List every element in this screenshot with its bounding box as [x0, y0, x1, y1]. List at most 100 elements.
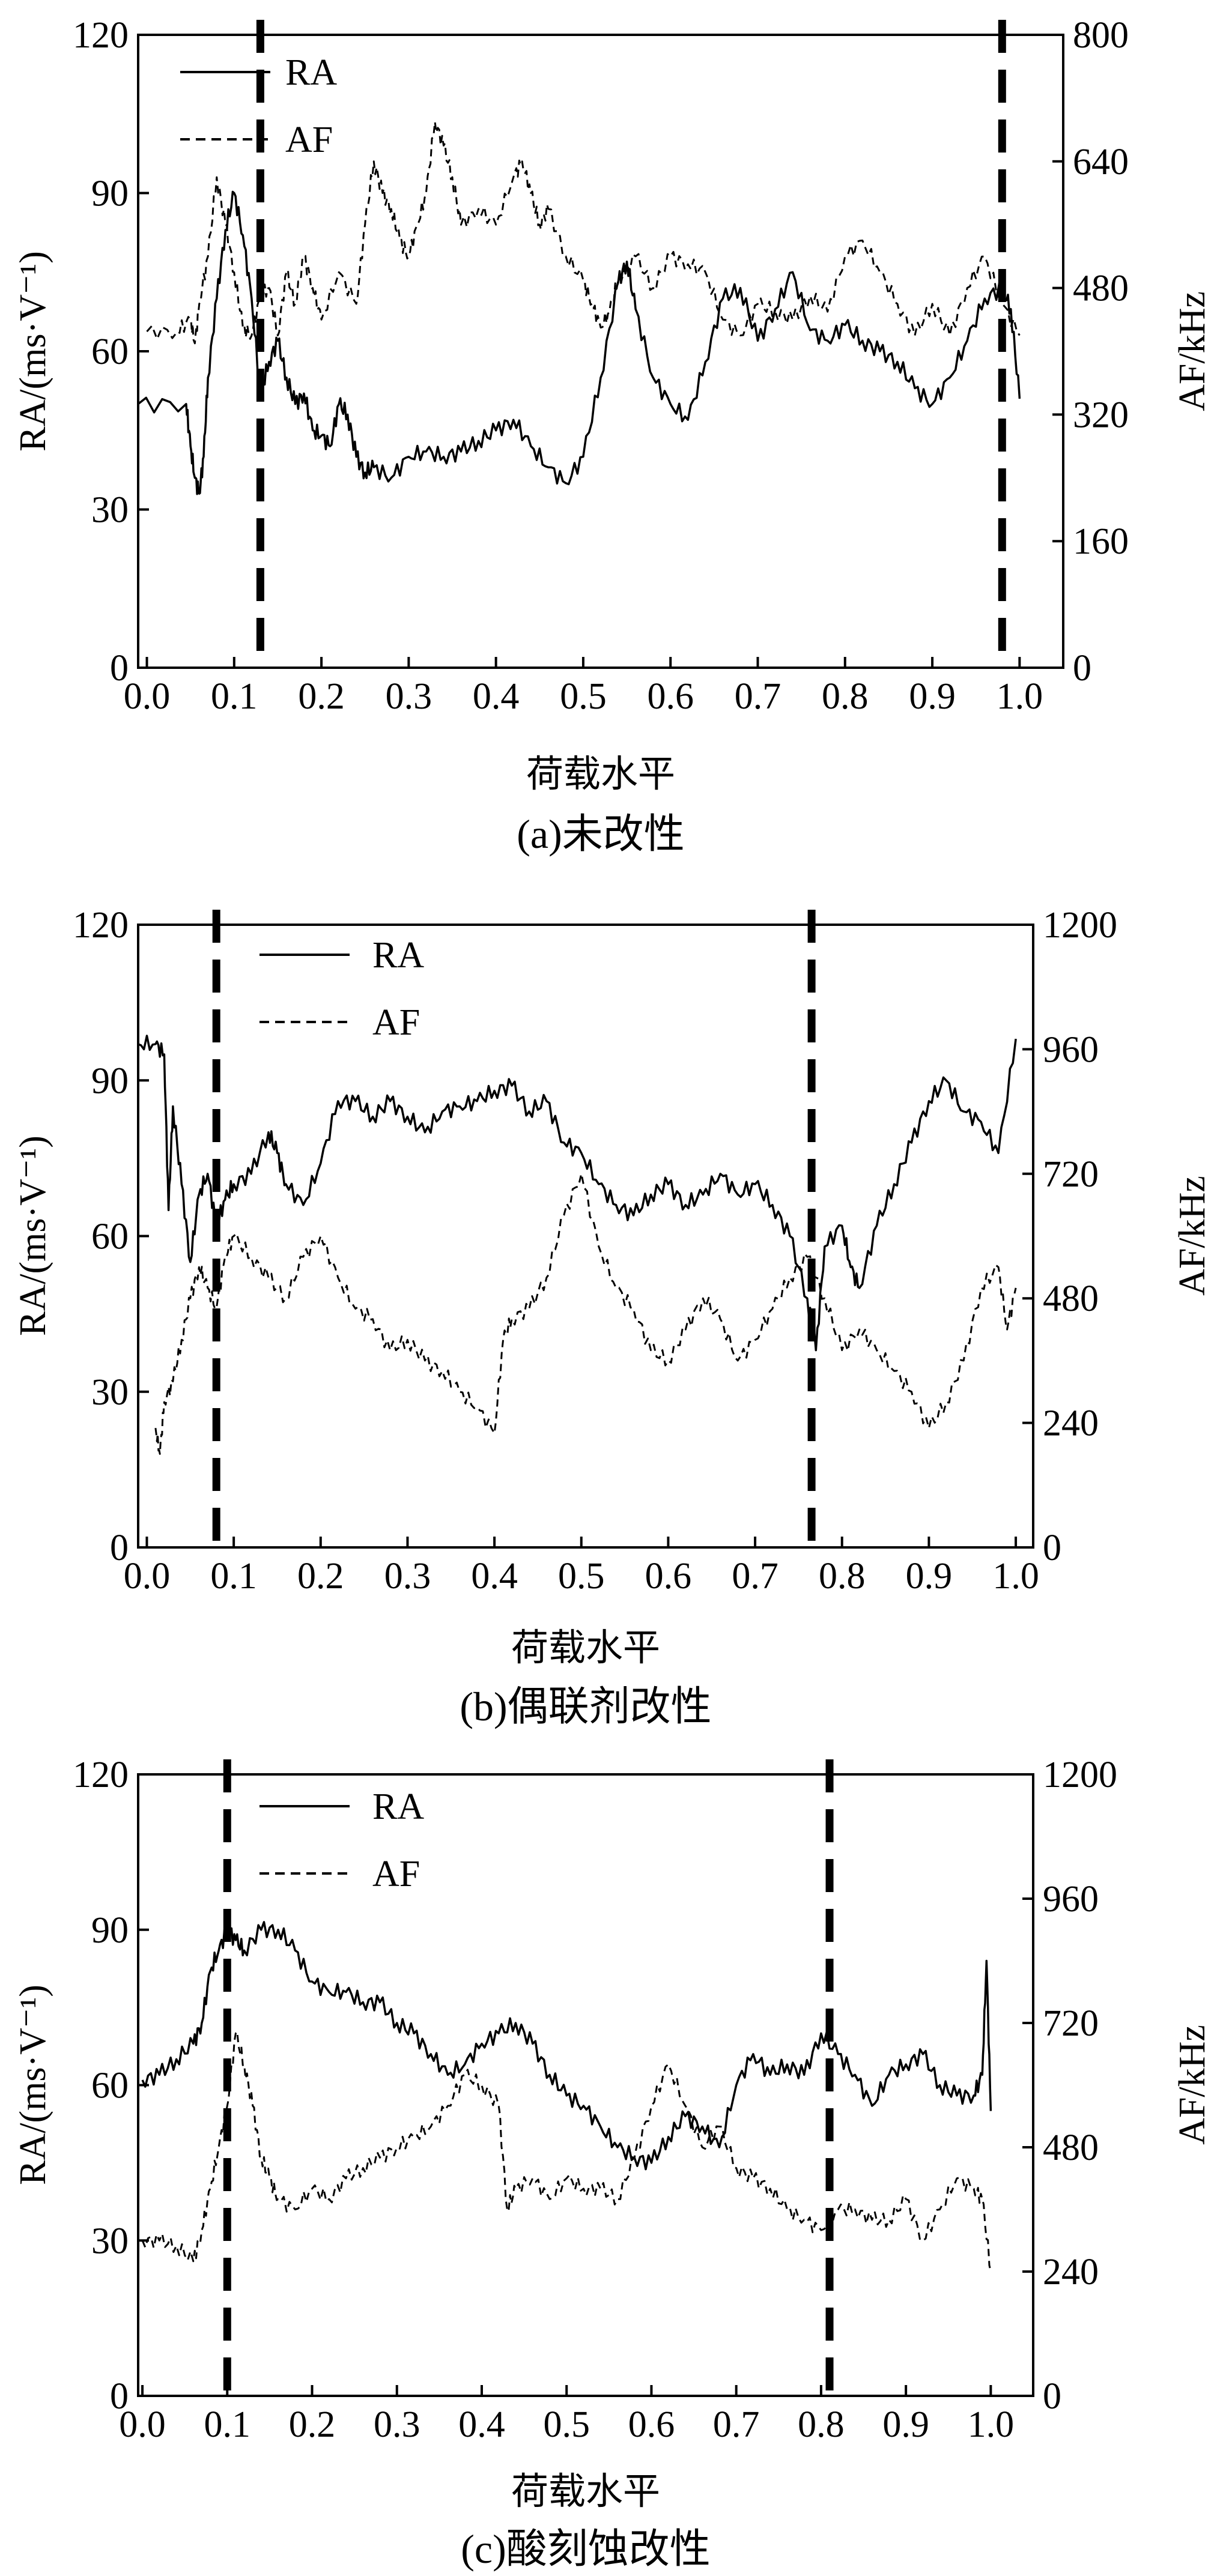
- vertical-dashed-markers: [256, 20, 1006, 668]
- x-tick-label: 0.0: [124, 676, 171, 717]
- legend: RA AF: [259, 935, 424, 1043]
- legend: RA AF: [180, 52, 337, 160]
- series-lines: [138, 1035, 1017, 1455]
- x-tick-label: 0.3: [374, 2404, 420, 2445]
- y2-tick-label: 480: [1073, 268, 1129, 309]
- x-tick-label: 0.8: [822, 676, 869, 717]
- x-tick-label: 0.2: [297, 1556, 344, 1597]
- y2-tick-label: 320: [1073, 395, 1129, 435]
- y-tick-label: 120: [73, 15, 129, 56]
- y2-tick-label: 480: [1043, 1278, 1099, 1319]
- x-tick-label: 0.7: [713, 2404, 760, 2445]
- x-tick-label: 0.1: [211, 676, 258, 717]
- y2-tick-label: 640: [1073, 142, 1129, 183]
- vertical-dashed-markers: [212, 910, 816, 1547]
- x-tick-label: 0.5: [558, 1556, 605, 1597]
- legend: RA AF: [259, 1786, 424, 1894]
- y2-tick-label: 960: [1043, 1879, 1099, 1920]
- legend-af-label: AF: [372, 1002, 420, 1043]
- x-tick-label: 0.6: [645, 1556, 692, 1597]
- tick-marks: [138, 1773, 1033, 2397]
- x-tick-label: 0.0: [119, 2404, 166, 2445]
- series-line-af: [141, 2031, 992, 2272]
- legend-af-label: AF: [285, 119, 333, 160]
- x-tick-labels: 0.0 0.1 0.2 0.3 0.4 0.5 0.6 0.7 0.8 0.9 1.0: [124, 1556, 1039, 1597]
- legend-ra-label: RA: [372, 935, 424, 976]
- panel-caption: (c)酸刻蚀改性: [461, 2526, 710, 2572]
- y-tick-label: 0: [110, 648, 129, 689]
- y2-tick-labels: 0 240 480 720 960 1200: [1043, 905, 1117, 1568]
- y-axis-title: RA/(ms·V⁻¹): [13, 251, 53, 452]
- y2-tick-label: 960: [1043, 1029, 1099, 1070]
- chart-panel-c: 0.0 0.1 0.2 0.3 0.4 0.5 0.6 0.7 0.8 0.9 1.0 0 30 60 9…: [13, 1755, 1213, 2572]
- x-tick-label: 0.7: [735, 676, 781, 717]
- y-tick-label: 30: [91, 490, 129, 531]
- x-tick-label: 1.0: [997, 676, 1043, 717]
- y-tick-label: 60: [91, 331, 129, 372]
- y2-tick-label: 480: [1043, 2127, 1099, 2168]
- chart-panel-a: 0.0 0.1 0.2 0.3 0.4 0.5 0.6 0.7 0.8 0.9 1.0 0 30 60 9…: [13, 15, 1213, 857]
- x-tick-label: 1.0: [968, 2404, 1015, 2445]
- y-tick-label: 0: [110, 2376, 129, 2417]
- vertical-dashed-markers: [223, 1759, 834, 2396]
- y-tick-label: 30: [91, 1372, 129, 1413]
- legend-ra-label: RA: [285, 52, 337, 93]
- y2-tick-label: 1200: [1043, 905, 1117, 946]
- x-axis-title: 荷载水平: [526, 754, 675, 795]
- x-tick-label: 0.3: [386, 676, 432, 717]
- y2-axis-title: AF/kHz: [1172, 291, 1213, 411]
- y2-axis-title: AF/kHz: [1172, 2025, 1213, 2145]
- y-tick-label: 60: [91, 2066, 129, 2106]
- panel-caption: (b)偶联剂改性: [460, 1684, 711, 1729]
- x-tick-label: 0.3: [384, 1556, 431, 1597]
- tick-marks: [138, 34, 1063, 669]
- x-tick-label: 0.1: [204, 2404, 251, 2445]
- y2-tick-label: 240: [1043, 2252, 1099, 2293]
- x-tick-label: 0.8: [798, 2404, 845, 2445]
- y2-tick-label: 0: [1043, 1528, 1061, 1568]
- x-tick-label: 0.5: [543, 2404, 590, 2445]
- x-tick-label: 0.7: [732, 1556, 778, 1597]
- y-axis-title: RA/(ms·V⁻¹): [13, 1135, 53, 1336]
- y-tick-label: 60: [91, 1217, 129, 1257]
- x-tick-label: 0.8: [819, 1556, 866, 1597]
- x-tick-label: 0.4: [458, 2404, 505, 2445]
- x-tick-label: 0.1: [210, 1556, 257, 1597]
- y2-tick-label: 720: [1043, 2003, 1099, 2044]
- y-tick-label: 90: [91, 1060, 129, 1101]
- tick-marks: [138, 924, 1033, 1549]
- x-tick-label: 1.0: [992, 1556, 1039, 1597]
- series-line-af: [154, 1173, 1017, 1455]
- y-tick-labels: 0 30 60 90 120: [73, 905, 129, 1568]
- x-tick-label: 0.6: [628, 2404, 675, 2445]
- y-tick-label: 120: [73, 905, 129, 946]
- y2-tick-label: 1200: [1043, 1755, 1117, 1795]
- y2-axis-title: AF/kHz: [1172, 1176, 1213, 1296]
- legend-ra-label: RA: [372, 1786, 424, 1827]
- x-tick-label: 0.6: [647, 676, 694, 717]
- series-line-ra: [138, 1035, 1017, 1352]
- y-tick-label: 0: [110, 1528, 129, 1568]
- series-line-ra: [137, 190, 1021, 495]
- y2-tick-label: 800: [1073, 15, 1129, 56]
- y2-tick-label: 0: [1043, 2376, 1061, 2417]
- y2-tick-label: 240: [1043, 1403, 1099, 1444]
- x-tick-label: 0.4: [471, 1556, 518, 1597]
- legend-af-label: AF: [372, 1854, 420, 1894]
- y2-tick-labels: 0 240 480 720 960 1200: [1043, 1755, 1117, 2417]
- x-tick-label: 0.9: [882, 2404, 929, 2445]
- plot-frame: [137, 34, 1064, 669]
- x-tick-labels: 0.0 0.1 0.2 0.3 0.4 0.5 0.6 0.7 0.8 0.9 1.0: [119, 2404, 1014, 2445]
- chart-panel-b: 0.0 0.1 0.2 0.3 0.4 0.5 0.6 0.7 0.8 0.9 1.0 0 30 60 9…: [13, 905, 1213, 1729]
- y-tick-labels: 0 30 60 90 120: [73, 15, 129, 689]
- x-tick-labels: 0.0 0.1 0.2 0.3 0.4 0.5 0.6 0.7 0.8 0.9 1.0: [124, 676, 1043, 717]
- x-axis-title: 荷载水平: [511, 1628, 660, 1669]
- x-tick-label: 0.2: [298, 676, 345, 717]
- y2-tick-label: 0: [1073, 648, 1091, 689]
- y-tick-label: 90: [91, 174, 129, 214]
- y2-tick-labels: 0 160 320 480 640 800: [1073, 15, 1129, 689]
- series-lines: [137, 121, 1021, 495]
- y2-tick-label: 160: [1073, 521, 1129, 562]
- x-tick-label: 0.5: [560, 676, 607, 717]
